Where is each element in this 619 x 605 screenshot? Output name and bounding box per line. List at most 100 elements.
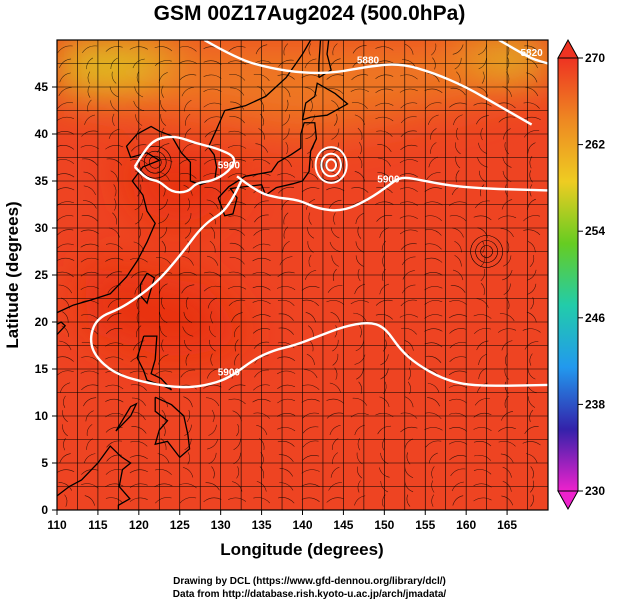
streamline	[105, 483, 124, 488]
contour-line-0	[203, 40, 533, 126]
streamline	[285, 141, 289, 155]
streamline	[428, 452, 438, 464]
streamline	[81, 469, 99, 475]
streamline	[334, 367, 338, 380]
streamline	[184, 100, 192, 112]
streamline	[85, 410, 94, 422]
streamline	[230, 87, 245, 96]
streamline	[430, 128, 437, 140]
streamline	[279, 482, 294, 491]
streamline	[233, 438, 241, 450]
streamline	[130, 440, 148, 447]
streamline	[203, 285, 221, 292]
streamline	[527, 241, 536, 253]
streamline	[400, 116, 417, 124]
y-tick-label: 15	[35, 362, 49, 376]
streamline	[83, 453, 96, 464]
streamline	[302, 426, 319, 434]
streamline	[234, 339, 239, 352]
streamline	[448, 370, 467, 376]
streamline	[382, 254, 385, 268]
streamline	[400, 243, 417, 250]
streamline	[326, 412, 344, 419]
streamline	[454, 57, 462, 70]
streamline	[58, 482, 73, 491]
streamline	[228, 130, 246, 137]
streamline	[81, 483, 99, 489]
coastline-6	[139, 272, 156, 305]
streamline	[253, 384, 270, 391]
streamline	[105, 426, 123, 433]
streamline	[476, 115, 489, 125]
coastline-9	[115, 402, 138, 432]
streamline	[228, 384, 246, 391]
streamline	[130, 271, 147, 279]
streamline	[501, 199, 513, 210]
streamline	[332, 43, 338, 56]
streamline	[181, 284, 195, 294]
streamline	[400, 102, 418, 109]
streamline	[351, 187, 369, 193]
streamline	[380, 368, 389, 380]
streamline	[355, 255, 364, 267]
streamline	[522, 328, 541, 333]
streamline	[399, 173, 418, 178]
streamline	[406, 494, 411, 507]
streamline	[332, 353, 339, 366]
streamline	[352, 397, 368, 406]
gridlines	[57, 40, 548, 510]
colorbar-ticks: 230 238 246 254 262 270	[578, 51, 605, 498]
streamline	[81, 130, 99, 137]
streamline	[400, 299, 417, 307]
streamline	[210, 311, 214, 324]
streamline	[183, 396, 193, 408]
streamline	[277, 398, 296, 404]
streamline	[82, 200, 97, 209]
streamline	[182, 326, 194, 337]
streamline	[184, 424, 192, 436]
streamline	[375, 314, 393, 320]
streamline	[326, 497, 344, 503]
streamline	[131, 144, 147, 152]
streamline	[179, 46, 197, 52]
streamline	[228, 46, 246, 52]
streamline	[399, 229, 418, 235]
field-patch-1	[57, 40, 172, 97]
streamline	[277, 356, 296, 362]
streamline	[57, 145, 75, 150]
streamline	[236, 466, 240, 479]
streamline	[208, 325, 216, 338]
streamline	[456, 71, 461, 84]
streamline	[424, 427, 443, 431]
streamline	[130, 356, 148, 363]
contour-line-4	[498, 40, 548, 65]
streamline	[399, 314, 419, 318]
streamline	[131, 426, 147, 434]
streamline	[308, 43, 312, 56]
streamline	[253, 74, 270, 81]
streamline	[525, 58, 538, 69]
streamline	[282, 114, 290, 126]
streamline	[449, 356, 467, 362]
plot-area: 5880 5900 5900 5900 5820	[57, 40, 548, 510]
streamline	[205, 482, 220, 491]
streamline	[105, 145, 124, 150]
streamline	[252, 328, 271, 334]
streamline	[326, 88, 344, 95]
streamline	[402, 270, 415, 280]
streamline	[304, 86, 317, 97]
streamline	[427, 382, 440, 393]
streamline	[375, 299, 393, 306]
streamline	[523, 215, 540, 222]
streamline	[430, 142, 437, 154]
streamline	[277, 299, 295, 306]
streamline	[86, 424, 93, 436]
streamline	[378, 467, 390, 478]
streamline	[529, 254, 535, 267]
streamline	[523, 102, 540, 109]
contour-label: 5900	[218, 161, 241, 172]
streamline	[503, 283, 511, 295]
x-axis-ticks: 110 115 120 125 130 135 140 145 150 155 160 165	[47, 510, 517, 532]
streamline	[159, 199, 168, 211]
